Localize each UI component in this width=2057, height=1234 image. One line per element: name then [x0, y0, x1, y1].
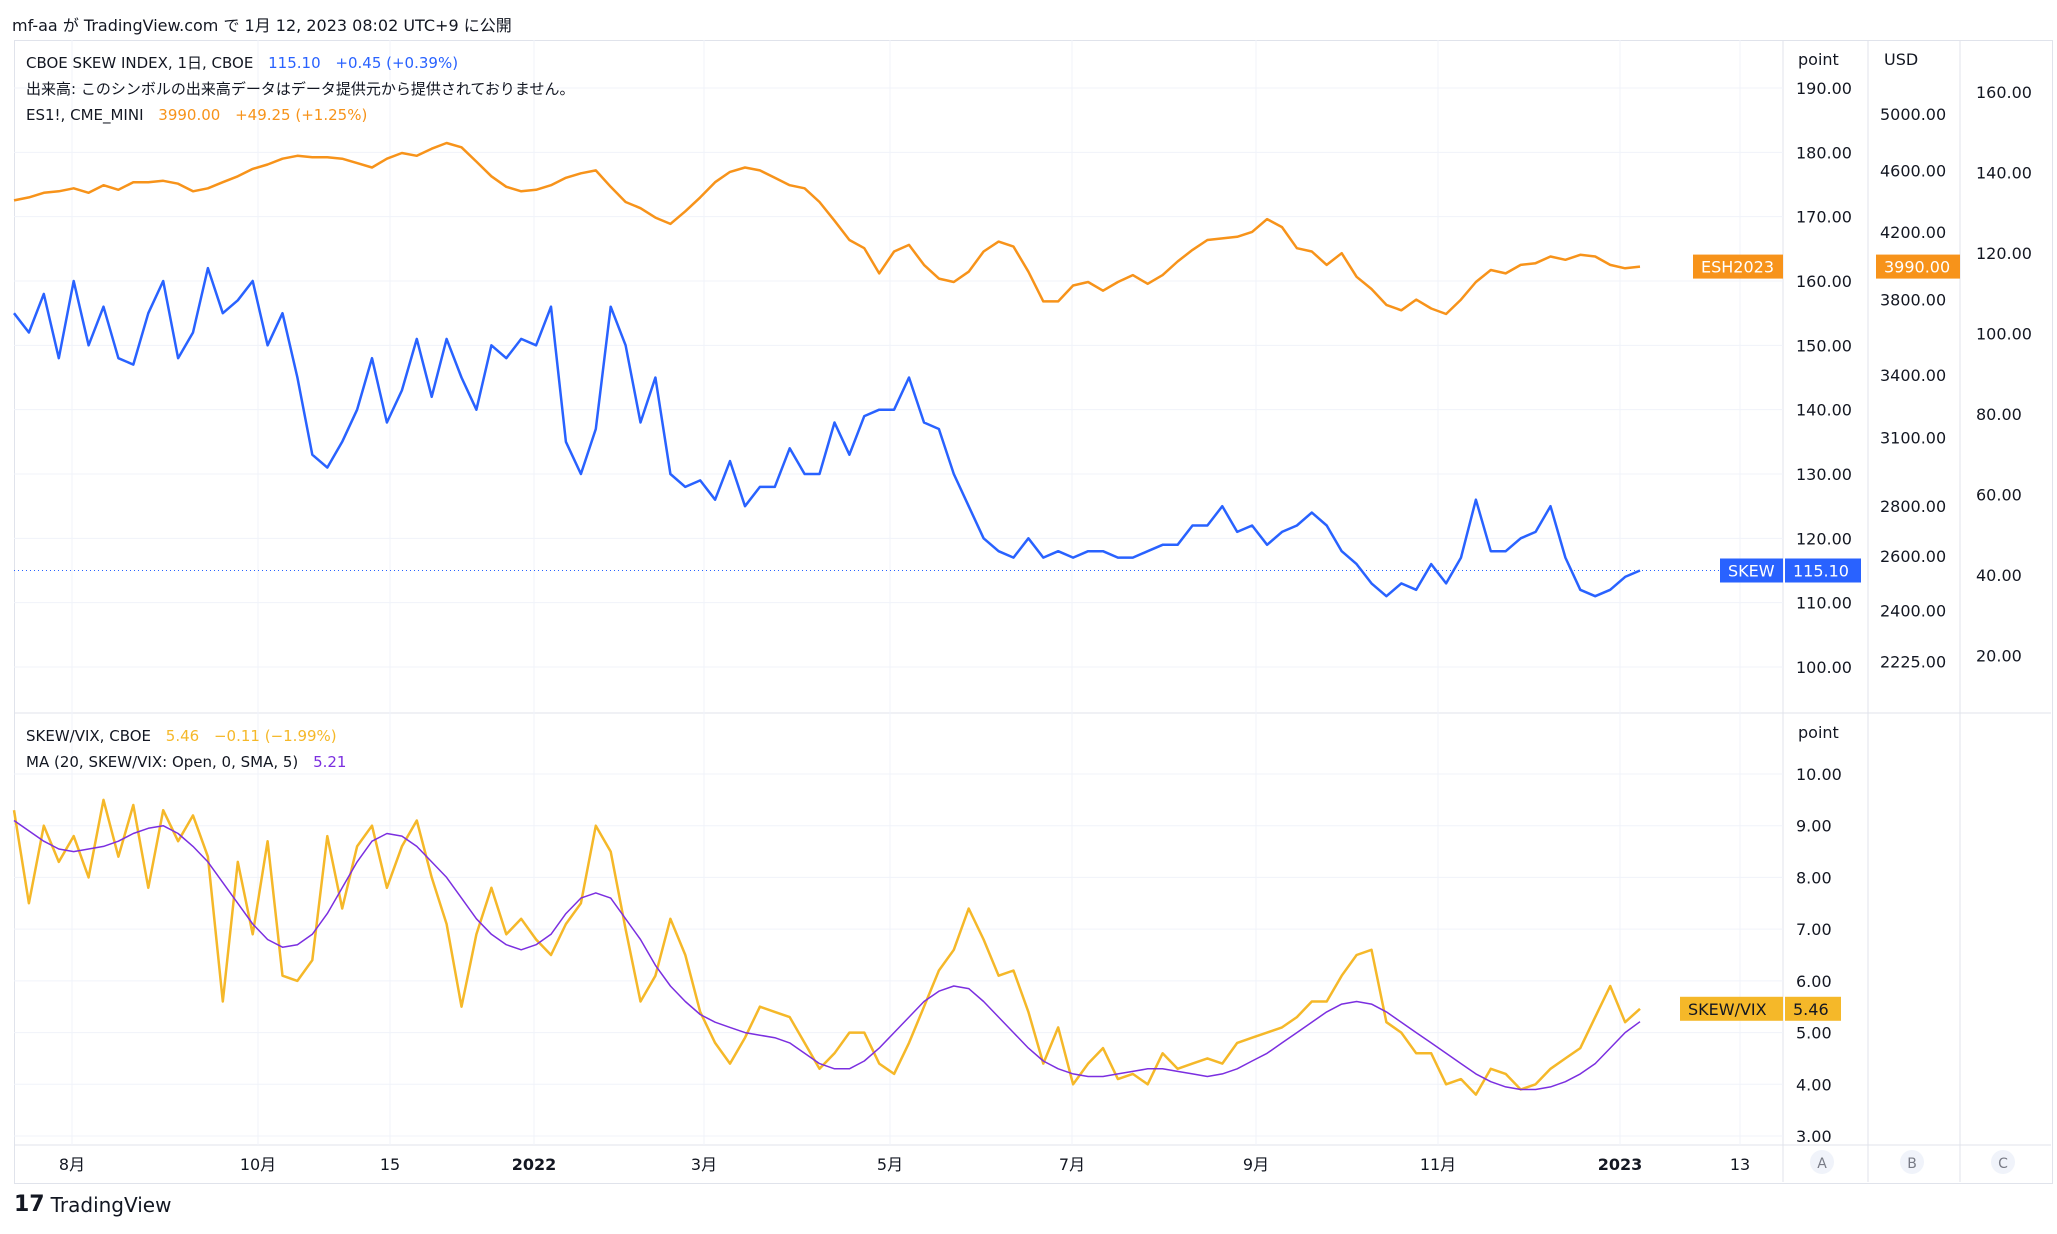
y-tick-ratio: 6.00	[1796, 972, 1832, 991]
legend-ratio-title: SKEW/VIX, CBOE	[26, 727, 152, 745]
y-tick-point: 170.00	[1796, 208, 1852, 227]
y-tick-point: 110.00	[1796, 594, 1852, 613]
y-tick-c: 120.00	[1976, 244, 2032, 263]
axis-unit-point-lower: point	[1798, 723, 1839, 742]
legend-es-change: +49.25 (+1.25%)	[235, 106, 368, 124]
legend-volume-note: 出来高: このシンボルの出来高データはデータ提供元から提供されておりません。	[26, 80, 575, 98]
legend-skew-row[interactable]: CBOE SKEW INDEX, 1日, CBOE 115.10 +0.45 (…	[26, 50, 574, 76]
x-tick: 5月	[877, 1155, 903, 1174]
series-skew-line[interactable]	[13, 266, 1641, 598]
y-tick-usd: 3400.00	[1880, 366, 1946, 385]
y-tick-usd: 3800.00	[1880, 291, 1946, 310]
x-tick: 2022	[512, 1155, 557, 1174]
series-es-line[interactable]	[13, 141, 1641, 316]
footer-brand: TradingView	[50, 1192, 172, 1217]
x-tick: 3月	[691, 1155, 717, 1174]
legend-ratio-change: −0.11 (−1.99%)	[213, 727, 337, 745]
legend-ratio-row[interactable]: SKEW/VIX, CBOE 5.46 −0.11 (−1.99%)	[26, 723, 346, 749]
scale-button-a[interactable]	[1810, 1150, 1834, 1174]
footer[interactable]: 𝟭𝟳 TradingView	[14, 1192, 171, 1217]
legend-bottom: SKEW/VIX, CBOE 5.46 −0.11 (−1.99%) MA (2…	[26, 723, 346, 775]
x-tick: 11月	[1420, 1155, 1456, 1174]
tradingview-logo-icon: 𝟭𝟳	[14, 1192, 45, 1217]
y-tick-point: 160.00	[1796, 272, 1852, 291]
y-tick-c: 20.00	[1976, 647, 2022, 666]
legend-ma-row[interactable]: MA (20, SKEW/VIX: Open, 0, SMA, 5) 5.21	[26, 749, 346, 775]
legend-skew-title: CBOE SKEW INDEX, 1日, CBOE	[26, 54, 254, 72]
y-tick-usd: 4600.00	[1880, 161, 1946, 180]
y-tick-ratio: 9.00	[1796, 817, 1832, 836]
scale-button-label: C	[1998, 1156, 2008, 1172]
axis-unit-usd: USD	[1884, 50, 1919, 69]
legend-es-value: 3990.00	[158, 106, 221, 124]
legend-ma-value: 5.21	[313, 753, 347, 771]
y-tick-c: 60.00	[1976, 486, 2022, 505]
y-tick-usd: 3100.00	[1880, 428, 1946, 447]
skew-value-bg	[1785, 558, 1861, 583]
ratio-tag-bg	[1680, 996, 1783, 1021]
legend-ma-title: MA (20, SKEW/VIX: Open, 0, SMA, 5)	[26, 753, 299, 771]
y-tick-point: 180.00	[1796, 143, 1852, 162]
legend-skew-value: 115.10	[268, 54, 321, 72]
y-tick-c: 40.00	[1976, 566, 2022, 585]
chart-frame	[14, 40, 2053, 1184]
skew-tag-bg	[1720, 558, 1783, 583]
es-value-bg	[1876, 254, 1960, 279]
x-tick: 7月	[1059, 1155, 1085, 1174]
y-tick-usd: 2400.00	[1880, 601, 1946, 620]
skew-tag-label: SKEW	[1728, 562, 1775, 581]
series-ma-line[interactable]	[13, 819, 1641, 1091]
y-tick-ratio: 5.00	[1796, 1024, 1832, 1043]
y-tick-c: 80.00	[1976, 405, 2022, 424]
y-tick-usd: 2225.00	[1880, 653, 1946, 672]
publish-header: mf-aa が TradingView.com で 1月 12, 2023 08…	[12, 16, 512, 35]
y-tick-usd: 2800.00	[1880, 497, 1946, 516]
skew-value-label: 115.10	[1793, 562, 1849, 581]
y-tick-usd: 4200.00	[1880, 223, 1946, 242]
ratio-tag-label: SKEW/VIX	[1688, 1000, 1767, 1019]
y-tick-c: 140.00	[1976, 164, 2032, 183]
scale-button-b[interactable]	[1900, 1150, 1924, 1174]
series-ratio-line[interactable]	[12, 798, 1641, 1096]
y-tick-ratio: 8.00	[1796, 868, 1832, 887]
y-tick-ratio: 7.00	[1796, 920, 1832, 939]
legend-ratio-value: 5.46	[165, 727, 200, 745]
es-value-label: 3990.00	[1884, 258, 1950, 277]
y-tick-usd: 5000.00	[1880, 105, 1946, 124]
y-tick-point: 190.00	[1796, 79, 1852, 98]
legend-es-title: ES1!, CME_MINI	[26, 106, 144, 124]
scale-button-label: A	[1817, 1156, 1827, 1172]
legend-volume-row: 出来高: このシンボルの出来高データはデータ提供元から提供されておりません。	[26, 76, 574, 102]
x-tick: 10月	[240, 1155, 276, 1174]
x-tick: 9月	[1243, 1155, 1269, 1174]
scale-button-c[interactable]	[1991, 1150, 2015, 1174]
x-tick: 13	[1730, 1155, 1750, 1174]
y-tick-c: 100.00	[1976, 325, 2032, 344]
es-tag-bg	[1693, 254, 1783, 279]
x-tick: 8月	[59, 1155, 85, 1174]
y-tick-point: 140.00	[1796, 401, 1852, 420]
ratio-value-label: 5.46	[1793, 1000, 1829, 1019]
legend-top: CBOE SKEW INDEX, 1日, CBOE 115.10 +0.45 (…	[26, 50, 574, 128]
legend-skew-change: +0.45 (+0.39%)	[335, 54, 459, 72]
y-tick-point: 120.00	[1796, 529, 1852, 548]
x-tick: 2023	[1598, 1155, 1643, 1174]
scale-button-label: B	[1907, 1156, 1917, 1172]
axis-unit-point: point	[1798, 50, 1839, 69]
y-tick-point: 150.00	[1796, 336, 1852, 355]
y-tick-usd: 2600.00	[1880, 547, 1946, 566]
y-tick-c: 160.00	[1976, 83, 2032, 102]
x-tick: 15	[380, 1155, 400, 1174]
ratio-value-bg	[1785, 996, 1841, 1021]
y-tick-ratio: 10.00	[1796, 765, 1842, 784]
es-tag-label: ESH2023	[1701, 258, 1774, 277]
y-tick-point: 100.00	[1796, 658, 1852, 677]
legend-es-row[interactable]: ES1!, CME_MINI 3990.00 +49.25 (+1.25%)	[26, 102, 574, 128]
y-tick-ratio: 3.00	[1796, 1127, 1832, 1146]
y-tick-point: 130.00	[1796, 465, 1852, 484]
y-tick-ratio: 4.00	[1796, 1075, 1832, 1094]
